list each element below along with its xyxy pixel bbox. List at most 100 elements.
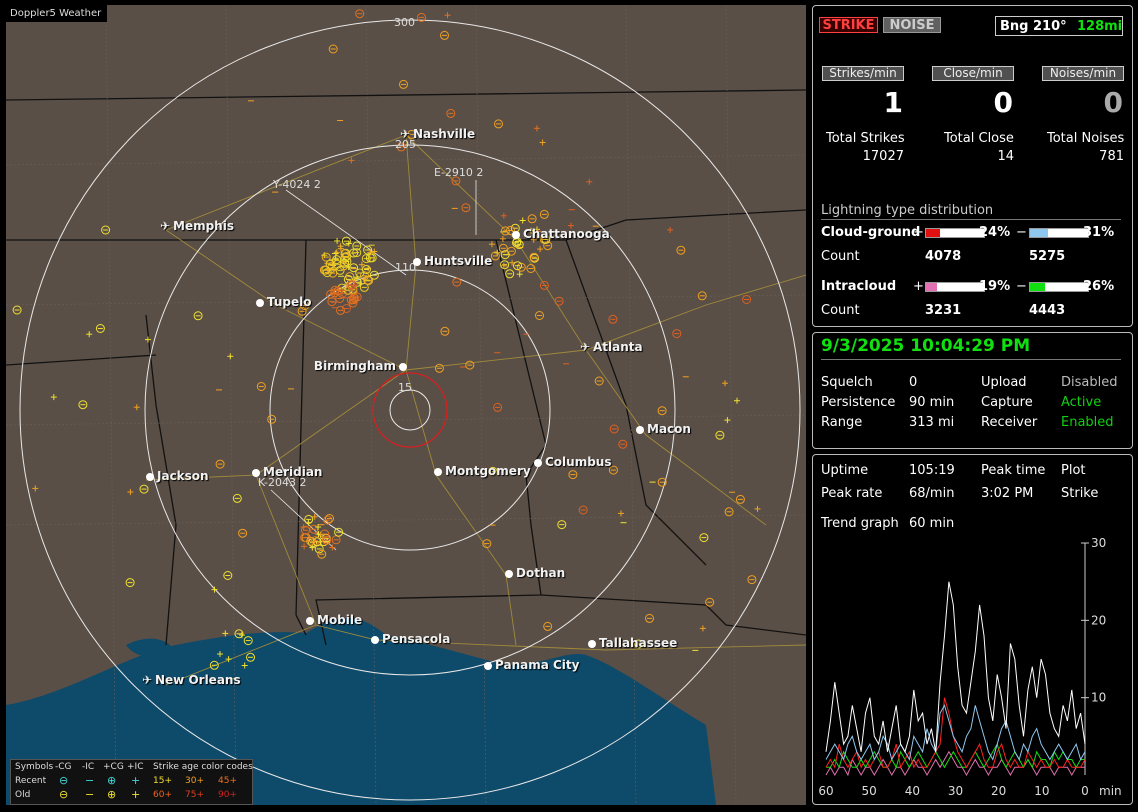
- setting-label: Capture: [981, 395, 1033, 410]
- legend-minus-ic-old-icon: −: [85, 788, 95, 801]
- cg-negative-bar: [1029, 228, 1089, 238]
- trend-graph-label: Trend graph: [821, 516, 899, 531]
- uptime-label: Uptime: [821, 463, 869, 478]
- city-label: Chattanooga: [523, 227, 610, 241]
- legend-age-75: 75+: [185, 790, 204, 800]
- x-tick-label: 50: [862, 784, 877, 798]
- ic-positive-pct: 19%: [979, 279, 1011, 294]
- range-label-205: 205: [395, 138, 416, 151]
- symbol-legend: Symbols -CG -IC +CG +IC Strike age color…: [10, 759, 253, 805]
- range-label-15: 15: [398, 381, 412, 394]
- noises-per-min-label: Noises/min: [1042, 66, 1124, 81]
- trend-series-line: [825, 697, 1086, 769]
- trend-chart: 30 20 10 60 50 40 30 20 10 0 min: [818, 536, 1122, 798]
- legend-plus-cg-recent-icon: ⊕: [107, 774, 117, 787]
- city-label: Tallahassee: [599, 636, 678, 650]
- strikes-per-min-label: Strikes/min: [822, 66, 904, 81]
- city-dot-icon: [434, 468, 442, 476]
- city-dot-icon: [413, 258, 421, 266]
- peak-rate-value: 68/min: [909, 486, 955, 501]
- uptime-value: 105:19: [909, 463, 955, 478]
- legend-recent-label: Recent: [15, 776, 47, 786]
- ic-negative-bar: [1029, 282, 1089, 292]
- total-noises-label: Total Noises: [1047, 131, 1125, 146]
- ic-positive-bar: [925, 282, 985, 292]
- ic-negative-count: 4443: [1029, 303, 1066, 318]
- cg-count-label: Count: [821, 249, 860, 264]
- legend-age-label: Strike age color codes: [153, 762, 253, 772]
- x-axis-label: min: [1099, 784, 1122, 798]
- plot-label: Plot: [1061, 463, 1086, 478]
- cg-minus-sign: −: [1016, 225, 1027, 240]
- y-tick-label: 10: [1091, 691, 1106, 705]
- setting-label: Upload: [981, 375, 1027, 390]
- city-dot-icon: [512, 231, 520, 239]
- inner-ring: [389, 389, 431, 431]
- setting-label: Range: [821, 415, 863, 430]
- city-dot-icon: [252, 469, 260, 477]
- city-label: Montgomery: [445, 464, 531, 478]
- x-tick-label: 0: [1081, 784, 1089, 798]
- city-label: Meridian: [263, 465, 323, 479]
- legend-plus-ic-old-icon: +: [131, 788, 141, 801]
- intracloud-label: Intracloud: [821, 279, 897, 294]
- strike-button[interactable]: STRIKE: [819, 17, 878, 33]
- city-label: Macon: [647, 422, 691, 436]
- cg-positive-pct: 24%: [979, 225, 1011, 240]
- legend-age-15: 15+: [153, 776, 172, 786]
- trend-series-line: [825, 704, 1086, 761]
- total-close-value: 14: [997, 149, 1014, 164]
- city-dot-icon: [306, 617, 314, 625]
- settings-panel: 9/3/2025 10:04:29 PM Squelch 0 Upload Disab…: [812, 332, 1133, 449]
- legend-age-90: 90+: [218, 790, 237, 800]
- legend-minus-ic: -IC: [82, 762, 95, 772]
- legend-plus-cg: +CG: [103, 762, 124, 772]
- noise-button[interactable]: NOISE: [883, 17, 941, 33]
- y-tick-label: 30: [1091, 536, 1106, 550]
- setting-status: Disabled: [1061, 375, 1118, 390]
- distance-marker: E-2910 2: [434, 166, 484, 179]
- city-dot-icon: [636, 426, 644, 434]
- strikes-per-min-value: 1: [883, 86, 903, 119]
- strike-markers: [12, 9, 761, 680]
- city-label: New Orleans: [155, 673, 241, 687]
- legend-plus-ic: +IC: [127, 762, 144, 772]
- trend-series-line: [825, 581, 1086, 754]
- legend-plus-ic-recent-icon: +: [131, 774, 141, 787]
- city-label: Memphis: [173, 219, 234, 233]
- setting-value: 313 mi: [909, 415, 955, 430]
- legend-old-label: Old: [15, 790, 31, 800]
- bearing-distance: 128mi: [1077, 19, 1123, 34]
- city-dot-icon: [534, 459, 542, 467]
- ic-positive-count: 3231: [925, 303, 962, 318]
- setting-status: Enabled: [1061, 415, 1114, 430]
- lightning-map[interactable]: Doppler5 Weather 300 205 110 15 Y-4024 2…: [6, 5, 806, 805]
- legend-minus-cg-old-icon: ⊖: [59, 788, 69, 801]
- legend-age-60: 60+: [153, 790, 172, 800]
- city-dot-icon: [484, 662, 492, 670]
- county-lines: [6, 5, 806, 805]
- plot-value[interactable]: Strike: [1061, 486, 1099, 501]
- trend-series-line: [825, 750, 1085, 777]
- close-per-min-value: 0: [993, 86, 1013, 119]
- divider: [821, 219, 1121, 220]
- legend-minus-ic-recent-icon: −: [85, 774, 95, 787]
- state-borders: [6, 89, 806, 646]
- cg-negative-count: 5275: [1029, 249, 1066, 264]
- distance-marker: K-2043 2: [258, 476, 307, 489]
- strike-status-panel: STRIKE NOISE Bng 210° 128mi Strikes/min …: [812, 5, 1133, 327]
- x-tick-label: 10: [1034, 784, 1049, 798]
- lake-pontchartrain: [126, 638, 174, 657]
- x-tick-label: 20: [991, 784, 1006, 798]
- city-label: Dothan: [516, 566, 566, 580]
- range-label-300: 300: [394, 16, 415, 29]
- ic-negative-pct: 26%: [1083, 279, 1115, 294]
- peak-time-value: 3:02 PM: [981, 486, 1034, 501]
- gulf-of-mexico: [6, 617, 716, 805]
- distance-marker: Y-4024 2: [273, 178, 321, 191]
- total-strikes-label: Total Strikes: [826, 131, 905, 146]
- city-label: Huntsville: [424, 254, 493, 268]
- setting-label: Squelch: [821, 375, 873, 390]
- legend-age-45: 45+: [218, 776, 237, 786]
- x-tick-label: 30: [948, 784, 963, 798]
